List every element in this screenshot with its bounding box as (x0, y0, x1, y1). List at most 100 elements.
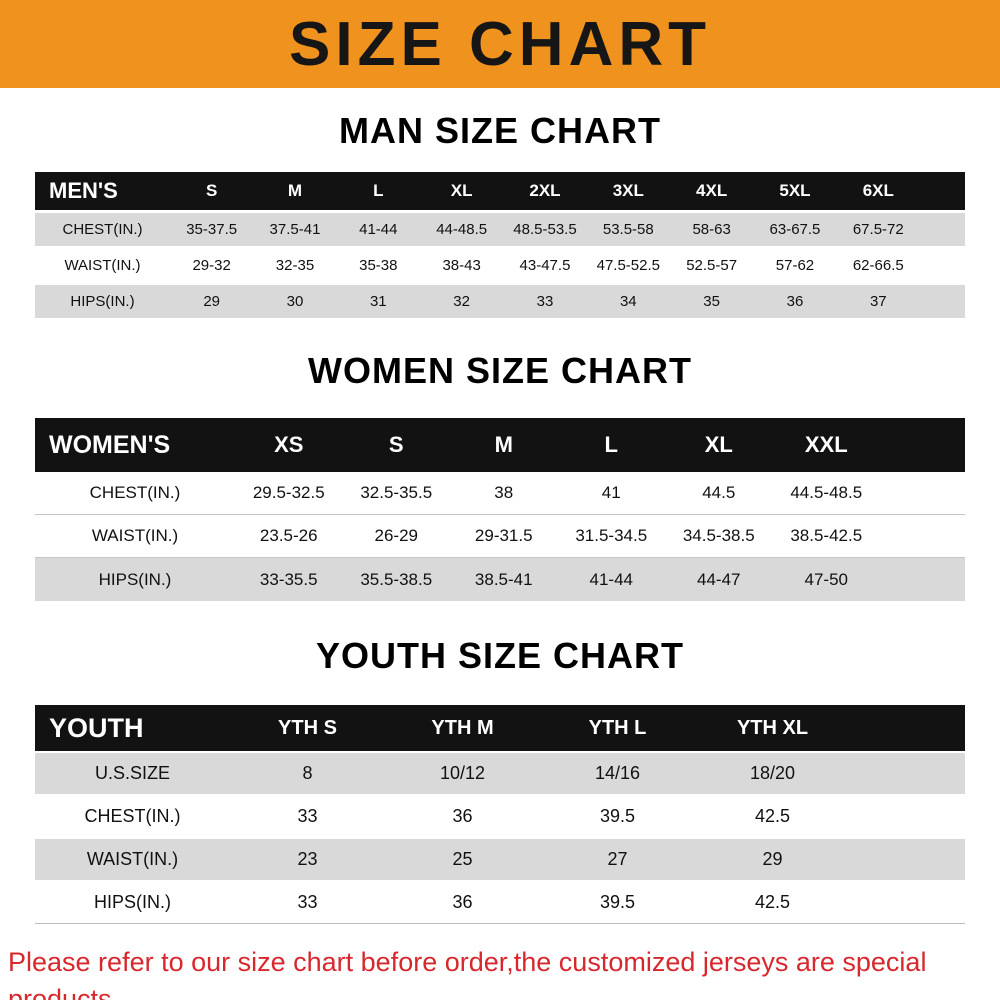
table-row: WAIST(IN.) 29-32 32-35 35-38 38-43 43-47.5 47.… (35, 249, 965, 282)
table-cell: 42.5 (754, 892, 791, 912)
table-cell: 33-35.5 (259, 569, 318, 589)
column-header: M (287, 181, 303, 200)
youth-table-corner-label: YOUTH (49, 712, 144, 743)
table-cell: 31.5-34.5 (575, 526, 648, 545)
column-header: M (494, 432, 513, 457)
table-cell: 47.5-52.5 (596, 257, 660, 274)
table-cell: 37.5-41 (269, 221, 321, 238)
column-header: 5XL (779, 181, 811, 200)
table-cell: 29-32 (192, 257, 231, 274)
table-row: WAIST(IN.) 23.5-26 26-29 29-31.5 31.5-34.5 34… (35, 515, 965, 558)
column-header: XXL (804, 432, 848, 457)
table-cell: 35.5-38.5 (360, 569, 433, 589)
table-cell: 14/16 (594, 763, 641, 783)
table-cell: 29 (203, 293, 220, 310)
table-cell: 34 (619, 293, 637, 310)
table-cell: 10/12 (439, 763, 486, 783)
table-cell: 25 (452, 849, 473, 869)
table-row: CHEST(IN.) 29.5-32.5 32.5-35.5 38 41 44.5 44.5… (35, 472, 965, 515)
table-cell: 36 (452, 892, 473, 912)
table-cell: 39.5 (599, 892, 636, 912)
table-cell: 34.5-38.5 (682, 526, 755, 545)
table-cell: 35 (703, 293, 720, 310)
column-header: YTH XL (736, 716, 809, 739)
table-cell: 30 (286, 293, 304, 310)
row-label: HIPS(IN.) (93, 892, 171, 912)
youth-size-section: YOUTH SIZE CHART YOUTH YTH S YTH M YTH L YT… (0, 635, 1000, 924)
table-cell: 38.5-42.5 (790, 526, 863, 545)
table-cell: 41-44 (589, 569, 633, 589)
table-cell: 33 (297, 806, 318, 826)
row-label: CHEST(IN.) (62, 221, 143, 238)
table-row: U.S.SIZE 8 10/12 14/16 18/20 (35, 753, 965, 794)
table-cell: 41 (601, 483, 621, 502)
table-cell: 57-62 (775, 257, 815, 274)
column-header: XS (274, 432, 304, 457)
youth-section-heading: YOUTH SIZE CHART (315, 635, 684, 676)
table-row: HIPS(IN.) 29 30 31 32 33 34 35 36 37 (35, 285, 965, 318)
table-cell: 52.5-57 (686, 257, 738, 274)
row-label: U.S.SIZE (94, 763, 170, 783)
table-cell: 62-66.5 (852, 257, 904, 274)
table-row: CHEST(IN.) 33 36 39.5 42.5 (35, 796, 965, 837)
column-header: YTH L (588, 716, 647, 739)
table-cell: 48.5-53.5 (513, 221, 577, 238)
footnote-line-1: Please refer to our size chart before or… (8, 947, 927, 1000)
table-cell: 32 (453, 293, 470, 310)
table-cell: 33 (536, 293, 554, 310)
table-cell: 38-43 (442, 257, 481, 274)
row-label: WAIST(IN.) (91, 526, 179, 545)
women-section-heading: WOMEN SIZE CHART (308, 350, 692, 391)
table-cell: 44-47 (697, 569, 741, 589)
table-cell: 35-38 (359, 257, 398, 274)
table-cell: 39.5 (599, 806, 636, 826)
column-header: L (604, 432, 618, 457)
table-cell: 31 (369, 293, 387, 310)
column-header: XL (704, 432, 733, 457)
table-cell: 32.5-35.5 (360, 483, 433, 502)
column-header: 6XL (862, 181, 894, 200)
column-header: L (373, 181, 384, 200)
men-size-section: MAN SIZE CHART MEN'S S M L XL 2XL 3XL 4XL 5XL 6X… (0, 110, 1000, 318)
table-cell: 43-47.5 (519, 257, 571, 274)
table-cell: 67.5-72 (852, 221, 904, 238)
table-cell: 42.5 (754, 806, 791, 826)
men-table-header-row: MEN'S S M L XL 2XL 3XL 4XL 5XL 6XL (35, 172, 965, 210)
table-cell: 38 (494, 483, 514, 502)
row-label: HIPS(IN.) (98, 569, 172, 589)
column-header: YTH M (431, 716, 494, 739)
table-row: HIPS(IN.) 33 36 39.5 42.5 (35, 882, 965, 923)
table-cell: 44.5 (702, 483, 736, 502)
row-label: WAIST(IN.) (64, 257, 141, 274)
table-row: HIPS(IN.) 33-35.5 35.5-38.5 38.5-41 41-44 44-… (35, 558, 965, 601)
table-cell: 35-37.5 (186, 221, 238, 238)
row-label: CHEST(IN.) (89, 483, 181, 502)
table-cell: 29.5-32.5 (252, 483, 325, 502)
table-cell: 23.5-26 (259, 526, 318, 545)
table-cell: 32-35 (275, 257, 315, 274)
row-label: WAIST(IN.) (86, 849, 179, 869)
column-header: XL (450, 181, 473, 200)
men-table-corner-label: MEN'S (49, 178, 118, 203)
column-header: 3XL (612, 181, 644, 200)
men-size-table: MEN'S S M L XL 2XL 3XL 4XL 5XL 6XL CHEST(IN.) 35-… (35, 172, 965, 318)
table-cell: 33 (297, 892, 318, 912)
table-cell: 53.5-58 (602, 221, 654, 238)
youth-table-header-row: YOUTH YTH S YTH M YTH L YTH XL (35, 705, 965, 751)
youth-table-body: U.S.SIZE 8 10/12 14/16 18/20 CHEST(IN.) 33 36 39… (35, 753, 965, 924)
table-cell: 29-31.5 (474, 526, 533, 545)
column-header: S (388, 432, 404, 457)
women-table-corner-label: WOMEN'S (49, 430, 171, 459)
row-label: HIPS(IN.) (70, 293, 135, 310)
women-table-header-row: WOMEN'S XS S M L XL XXL (35, 418, 965, 472)
table-cell: 44-48.5 (436, 221, 488, 238)
table-cell: 41-44 (359, 221, 398, 238)
women-table-body: CHEST(IN.) 29.5-32.5 32.5-35.5 38 41 44.5 44.5… (35, 472, 965, 601)
table-cell: 58-63 (692, 221, 731, 238)
page-title: SIZE CHART (289, 9, 711, 79)
women-size-table: WOMEN'S XS S M L XL XXL CHEST(IN.) 29.5-32.5 32… (35, 418, 965, 601)
column-header: 2XL (529, 181, 561, 200)
column-header: YTH S (278, 716, 337, 739)
table-cell: 23 (297, 849, 318, 869)
